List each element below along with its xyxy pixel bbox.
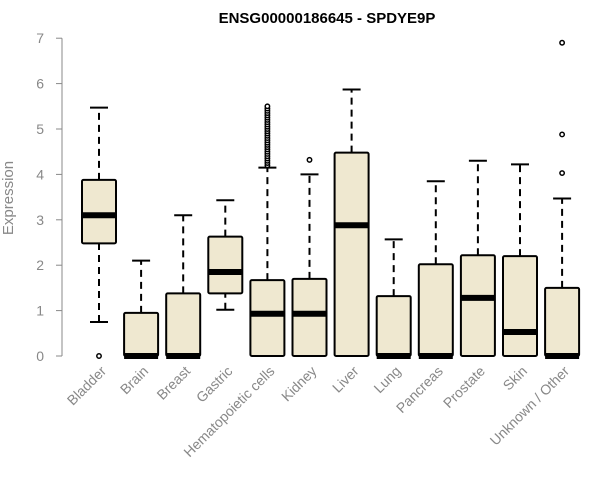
box-iqr	[459, 254, 496, 358]
box-liver	[333, 88, 370, 357]
outlier-point	[559, 131, 566, 138]
box-iqr	[544, 286, 581, 357]
y-tick-label: 1	[36, 303, 44, 319]
x-tick-label: Pancreas	[393, 363, 446, 416]
box-unknown-other	[544, 39, 581, 359]
outlier-point	[559, 39, 566, 46]
box-iqr	[165, 292, 202, 357]
box-iqr	[249, 279, 286, 358]
x-tick-label: Lung	[370, 363, 403, 396]
y-tick-label: 5	[36, 121, 44, 137]
y-axis: 0 1 2 3 4 5 6 7	[36, 30, 63, 364]
y-axis-label: Expression	[0, 161, 17, 235]
outlier-point	[559, 170, 566, 176]
box-bladder	[81, 106, 117, 359]
y-tick-label: 7	[36, 30, 44, 46]
box-iqr	[333, 151, 370, 357]
box-breast	[165, 214, 202, 359]
box-brain	[123, 259, 160, 359]
box-iqr	[291, 277, 328, 358]
y-tick-label: 6	[36, 76, 44, 92]
box-pancreas	[417, 180, 454, 359]
box-iqr	[502, 255, 538, 357]
y-tick-label: 4	[36, 166, 44, 182]
x-tick-label: Skin	[500, 363, 531, 394]
x-tick-label: Breast	[153, 363, 193, 403]
box-iqr	[417, 263, 454, 357]
x-tick-label: Liver	[329, 363, 362, 396]
box-iqr	[375, 295, 412, 357]
box-kidney	[291, 156, 328, 358]
box-skin	[502, 163, 538, 357]
outlier-point	[96, 353, 102, 359]
x-tick-label: Prostate	[440, 363, 488, 411]
box-iqr	[207, 235, 244, 295]
box-prostate	[459, 159, 496, 358]
box-lung	[375, 238, 412, 359]
y-tick-label: 2	[36, 257, 44, 273]
plot-area	[81, 39, 581, 359]
x-tick-label: Unknown / Other	[487, 363, 573, 449]
box-hematopoietic-cells	[249, 103, 286, 358]
box-iqr	[81, 178, 117, 245]
outlier-point	[264, 103, 271, 110]
x-tick-label: Bladder	[64, 363, 110, 409]
x-tick-label: Kidney	[278, 363, 320, 405]
y-tick-label: 3	[36, 212, 44, 228]
outlier-point	[306, 156, 313, 163]
box-gastric	[207, 199, 244, 311]
y-tick-label: 0	[36, 348, 44, 364]
chart-title: ENSG00000186645 - SPDYE9P	[219, 10, 436, 27]
x-tick-label: Brain	[117, 363, 151, 397]
box-iqr	[123, 311, 160, 357]
